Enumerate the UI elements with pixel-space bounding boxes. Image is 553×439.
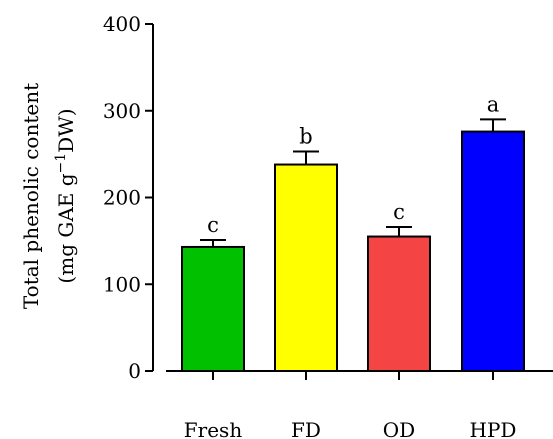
bar-fresh bbox=[181, 245, 245, 372]
y-tick-label: 300 bbox=[103, 99, 141, 123]
y-axis-title: Total phenolic content (mg GAE g−1DW) bbox=[19, 83, 78, 309]
x-tick-label: Fresh bbox=[184, 418, 243, 439]
bar-hpd bbox=[461, 130, 525, 372]
bars: c b c a bbox=[181, 92, 525, 372]
axes: 0 100 200 300 400 Fresh FD OD HPD bbox=[103, 12, 553, 439]
y-axis-title-line1: Total phenolic content bbox=[19, 83, 43, 309]
significance-label: c bbox=[393, 200, 405, 224]
significance-label: a bbox=[487, 92, 500, 116]
significance-label: b bbox=[299, 125, 312, 149]
y-axis-title-line2: (mg GAE g−1DW) bbox=[53, 108, 78, 283]
significance-label: c bbox=[207, 213, 219, 237]
y-axis-title-superscript: −1 bbox=[53, 153, 69, 174]
y-axis-title-unit: (mg GAE g bbox=[54, 173, 78, 283]
y-axis-title-unit-end: DW) bbox=[54, 108, 78, 152]
y-tick-label: 0 bbox=[128, 359, 141, 383]
y-tick-label: 200 bbox=[103, 186, 141, 210]
bar-od bbox=[367, 235, 431, 372]
x-tick-label: OD bbox=[383, 418, 415, 439]
bar-fd bbox=[274, 163, 338, 372]
y-tick-label: 400 bbox=[103, 12, 141, 36]
x-tick-label: HPD bbox=[470, 418, 517, 439]
y-tick-label: 100 bbox=[103, 272, 141, 296]
x-tick-label: FD bbox=[291, 418, 321, 439]
